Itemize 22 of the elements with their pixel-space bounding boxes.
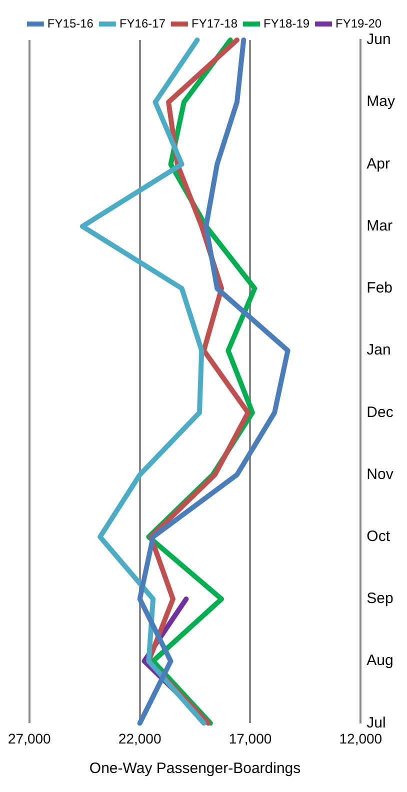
- y-tick-label: Nov: [366, 466, 394, 483]
- y-tick-label: Mar: [366, 217, 393, 234]
- y-tick-label: Dec: [366, 404, 394, 421]
- x-tick-label: 22,000: [118, 730, 162, 746]
- y-tick-label: Aug: [366, 652, 394, 670]
- legend-label: FY18-19: [264, 16, 310, 30]
- legend-label: FY19-20: [336, 16, 382, 30]
- legend-label: FY17-18: [191, 16, 238, 30]
- x-tick-label: 12,000: [339, 730, 382, 746]
- x-tick-label: 17,000: [228, 730, 272, 746]
- y-tick-label: Sep: [366, 590, 394, 608]
- y-tick-label: Jun: [366, 31, 391, 48]
- y-tick-label: Apr: [366, 155, 390, 172]
- y-tick-label: Jan: [366, 342, 391, 359]
- x-tick-label: 27,000: [8, 730, 52, 746]
- y-tick-label: Oct: [366, 528, 391, 546]
- y-tick-label: Jul: [366, 714, 386, 732]
- y-tick-label: May: [366, 93, 396, 110]
- x-axis-title: One-Way Passenger-Boardings: [89, 760, 301, 778]
- y-tick-label: Feb: [366, 280, 393, 297]
- legend-label: FY15-16: [47, 16, 94, 30]
- legend-label: FY16-17: [119, 16, 166, 30]
